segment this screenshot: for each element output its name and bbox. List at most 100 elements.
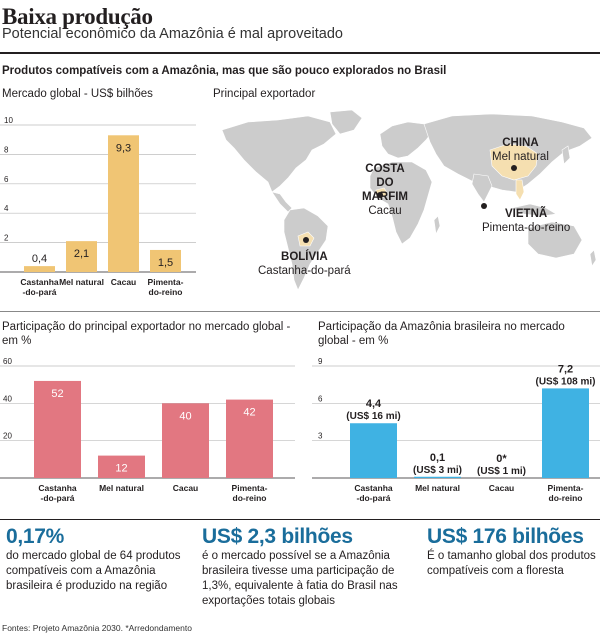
bolivia-marker (303, 237, 309, 243)
bar-sub-label: (US$ 16 mi) (346, 411, 400, 422)
europe-shape (379, 121, 433, 159)
y-tick-label: 20 (3, 432, 12, 441)
y-tick-label: 4 (4, 204, 9, 213)
map-title: Principal exportador (213, 88, 316, 100)
y-tick-label: 6 (318, 394, 323, 403)
central-america-shape (271, 191, 293, 213)
category-label: Cacau (173, 483, 199, 493)
map-label-ivory-coast-product: Cacau (368, 205, 402, 217)
stat-market-text: É o tamanho global dos produtos compatív… (427, 550, 596, 577)
category-label: Castanha -do-pará (354, 483, 393, 503)
bar-sub-label: (US$ 3 mi) (413, 465, 462, 476)
map-label-vietnam-product: Pimenta-do-reino (482, 222, 571, 234)
y-tick-label: 9 (318, 357, 323, 366)
bar-sub-label: (US$ 108 mi) (535, 376, 595, 387)
new-zealand-shape (589, 249, 597, 267)
stat-share: 0,17% do mercado global de 64 produtos c… (6, 525, 196, 594)
china-highlight (489, 143, 539, 181)
bar (226, 399, 273, 478)
south-america-shape (283, 207, 329, 291)
category-label: Mel natural (415, 483, 460, 493)
north-america-shape (221, 115, 337, 193)
bar-value-label: 4,4 (366, 398, 382, 410)
stat-share-value: 0,17% (6, 525, 65, 548)
china-marker (511, 165, 517, 171)
bar-value-label: 9,3 (116, 142, 131, 154)
bar-value-label: 0,1 (430, 452, 445, 464)
y-tick-label: 40 (3, 394, 12, 403)
bar-value-label: 42 (243, 407, 255, 419)
bar-sub-label: (US$ 1 mi) (477, 466, 526, 477)
category-label: Cacau (489, 483, 515, 493)
map-label-bolivia: BOLÍVIA Castanha-do-pará (258, 250, 351, 278)
indonesia-shape (511, 203, 557, 217)
y-tick-label: 2 (4, 234, 9, 243)
chart1-title: Mercado global - US$ bilhões (2, 88, 153, 100)
stat-share-text: do mercado global de 64 produtos compatí… (6, 550, 181, 592)
category-label: Mel natural (59, 277, 104, 287)
section-title: Produtos compatíveis com a Amazônia, mas… (2, 65, 447, 77)
bar-value-label: 52 (51, 388, 63, 400)
y-tick-label: 3 (318, 432, 323, 441)
stat-market-value: US$ 176 bilhões (427, 525, 584, 548)
map-label-china-country: CHINA (502, 137, 539, 149)
map-label-bolivia-country: BOLÍVIA (281, 251, 328, 263)
y-tick-label: 60 (3, 357, 12, 366)
stat-potential-text: é o mercado possível se a Amazônia brasi… (202, 550, 398, 607)
map-label-bolivia-product: Castanha-do-pará (258, 265, 351, 277)
chart-exporter-share: 20 40 60 52 Castanha -do-pará 12 Mel natural 40 C… (0, 357, 295, 503)
bar (414, 476, 461, 478)
bar-value-label: 0* (496, 453, 507, 465)
map-label-vietnam: VIETNÃ Pimenta-do-reino (482, 207, 570, 235)
category-label: Pimenta-do-reino (548, 483, 584, 503)
bar-value-label: 0,4 (32, 253, 47, 265)
top-divider (0, 52, 600, 54)
world-map (221, 109, 597, 291)
vietnam-highlight (515, 179, 525, 201)
bar-value-label: 12 (115, 463, 127, 475)
category-label: Mel natural (99, 483, 144, 493)
bar (350, 423, 397, 478)
map-label-ivory-coast: COSTA DO MARFIM Cacau (357, 162, 413, 218)
map-label-ivory-coast-country: COSTA DO MARFIM (362, 163, 408, 203)
bar (98, 455, 145, 478)
category-label: Cacau (111, 277, 137, 287)
y-tick-label: 10 (4, 116, 13, 125)
category-label: Pimenta-do-reino (148, 277, 184, 297)
map-label-vietnam-country: VIETNÃ (505, 208, 548, 220)
ivory-coast-marker (377, 192, 383, 198)
bar (34, 380, 81, 478)
middle-divider (0, 311, 600, 312)
bar (66, 241, 97, 272)
stats-divider (0, 519, 600, 520)
category-label: Pimenta-do-reino (232, 483, 268, 503)
india-shape (471, 173, 493, 203)
chart-global-market: 2 4 6 8 10 0,4 Castanha -do-pará 2,1 Mel natural 9… (0, 116, 196, 297)
chart3-title: Participação da Amazônia brasileira no m… (318, 321, 565, 347)
category-label: Castanha -do-pará (20, 277, 59, 297)
stat-market: US$ 176 bilhões É o tamanho global dos p… (427, 525, 599, 579)
bar (24, 266, 55, 272)
y-tick-label: 8 (4, 145, 9, 154)
madagascar-shape (433, 215, 441, 235)
bar (108, 135, 139, 272)
bar (162, 403, 209, 478)
bar-value-label: 1,5 (158, 257, 173, 269)
australia-shape (527, 221, 583, 259)
stat-potential-value: US$ 2,3 bilhões (202, 525, 353, 548)
footer-sources: Fontes: Projeto Amazônia 2030. *Arredond… (2, 623, 192, 633)
bar (542, 388, 589, 478)
category-label: Castanha -do-pará (38, 483, 77, 503)
vietnam-marker (481, 203, 487, 209)
chart2-title: Participação do principal exportador no … (2, 321, 291, 347)
y-tick-label: 6 (4, 175, 9, 184)
greenland-shape (329, 109, 363, 135)
africa-shape (369, 161, 433, 245)
map-label-china: CHINA Mel natural (492, 136, 549, 164)
page-subtitle: Potencial econômico da Amazônia é mal ap… (2, 26, 343, 42)
bar-value-label: 40 (179, 410, 191, 422)
stat-potential: US$ 2,3 bilhões é o mercado possível se … (202, 525, 414, 609)
page-title: Baixa produção (2, 4, 153, 29)
bar-value-label: 7,2 (558, 363, 573, 375)
